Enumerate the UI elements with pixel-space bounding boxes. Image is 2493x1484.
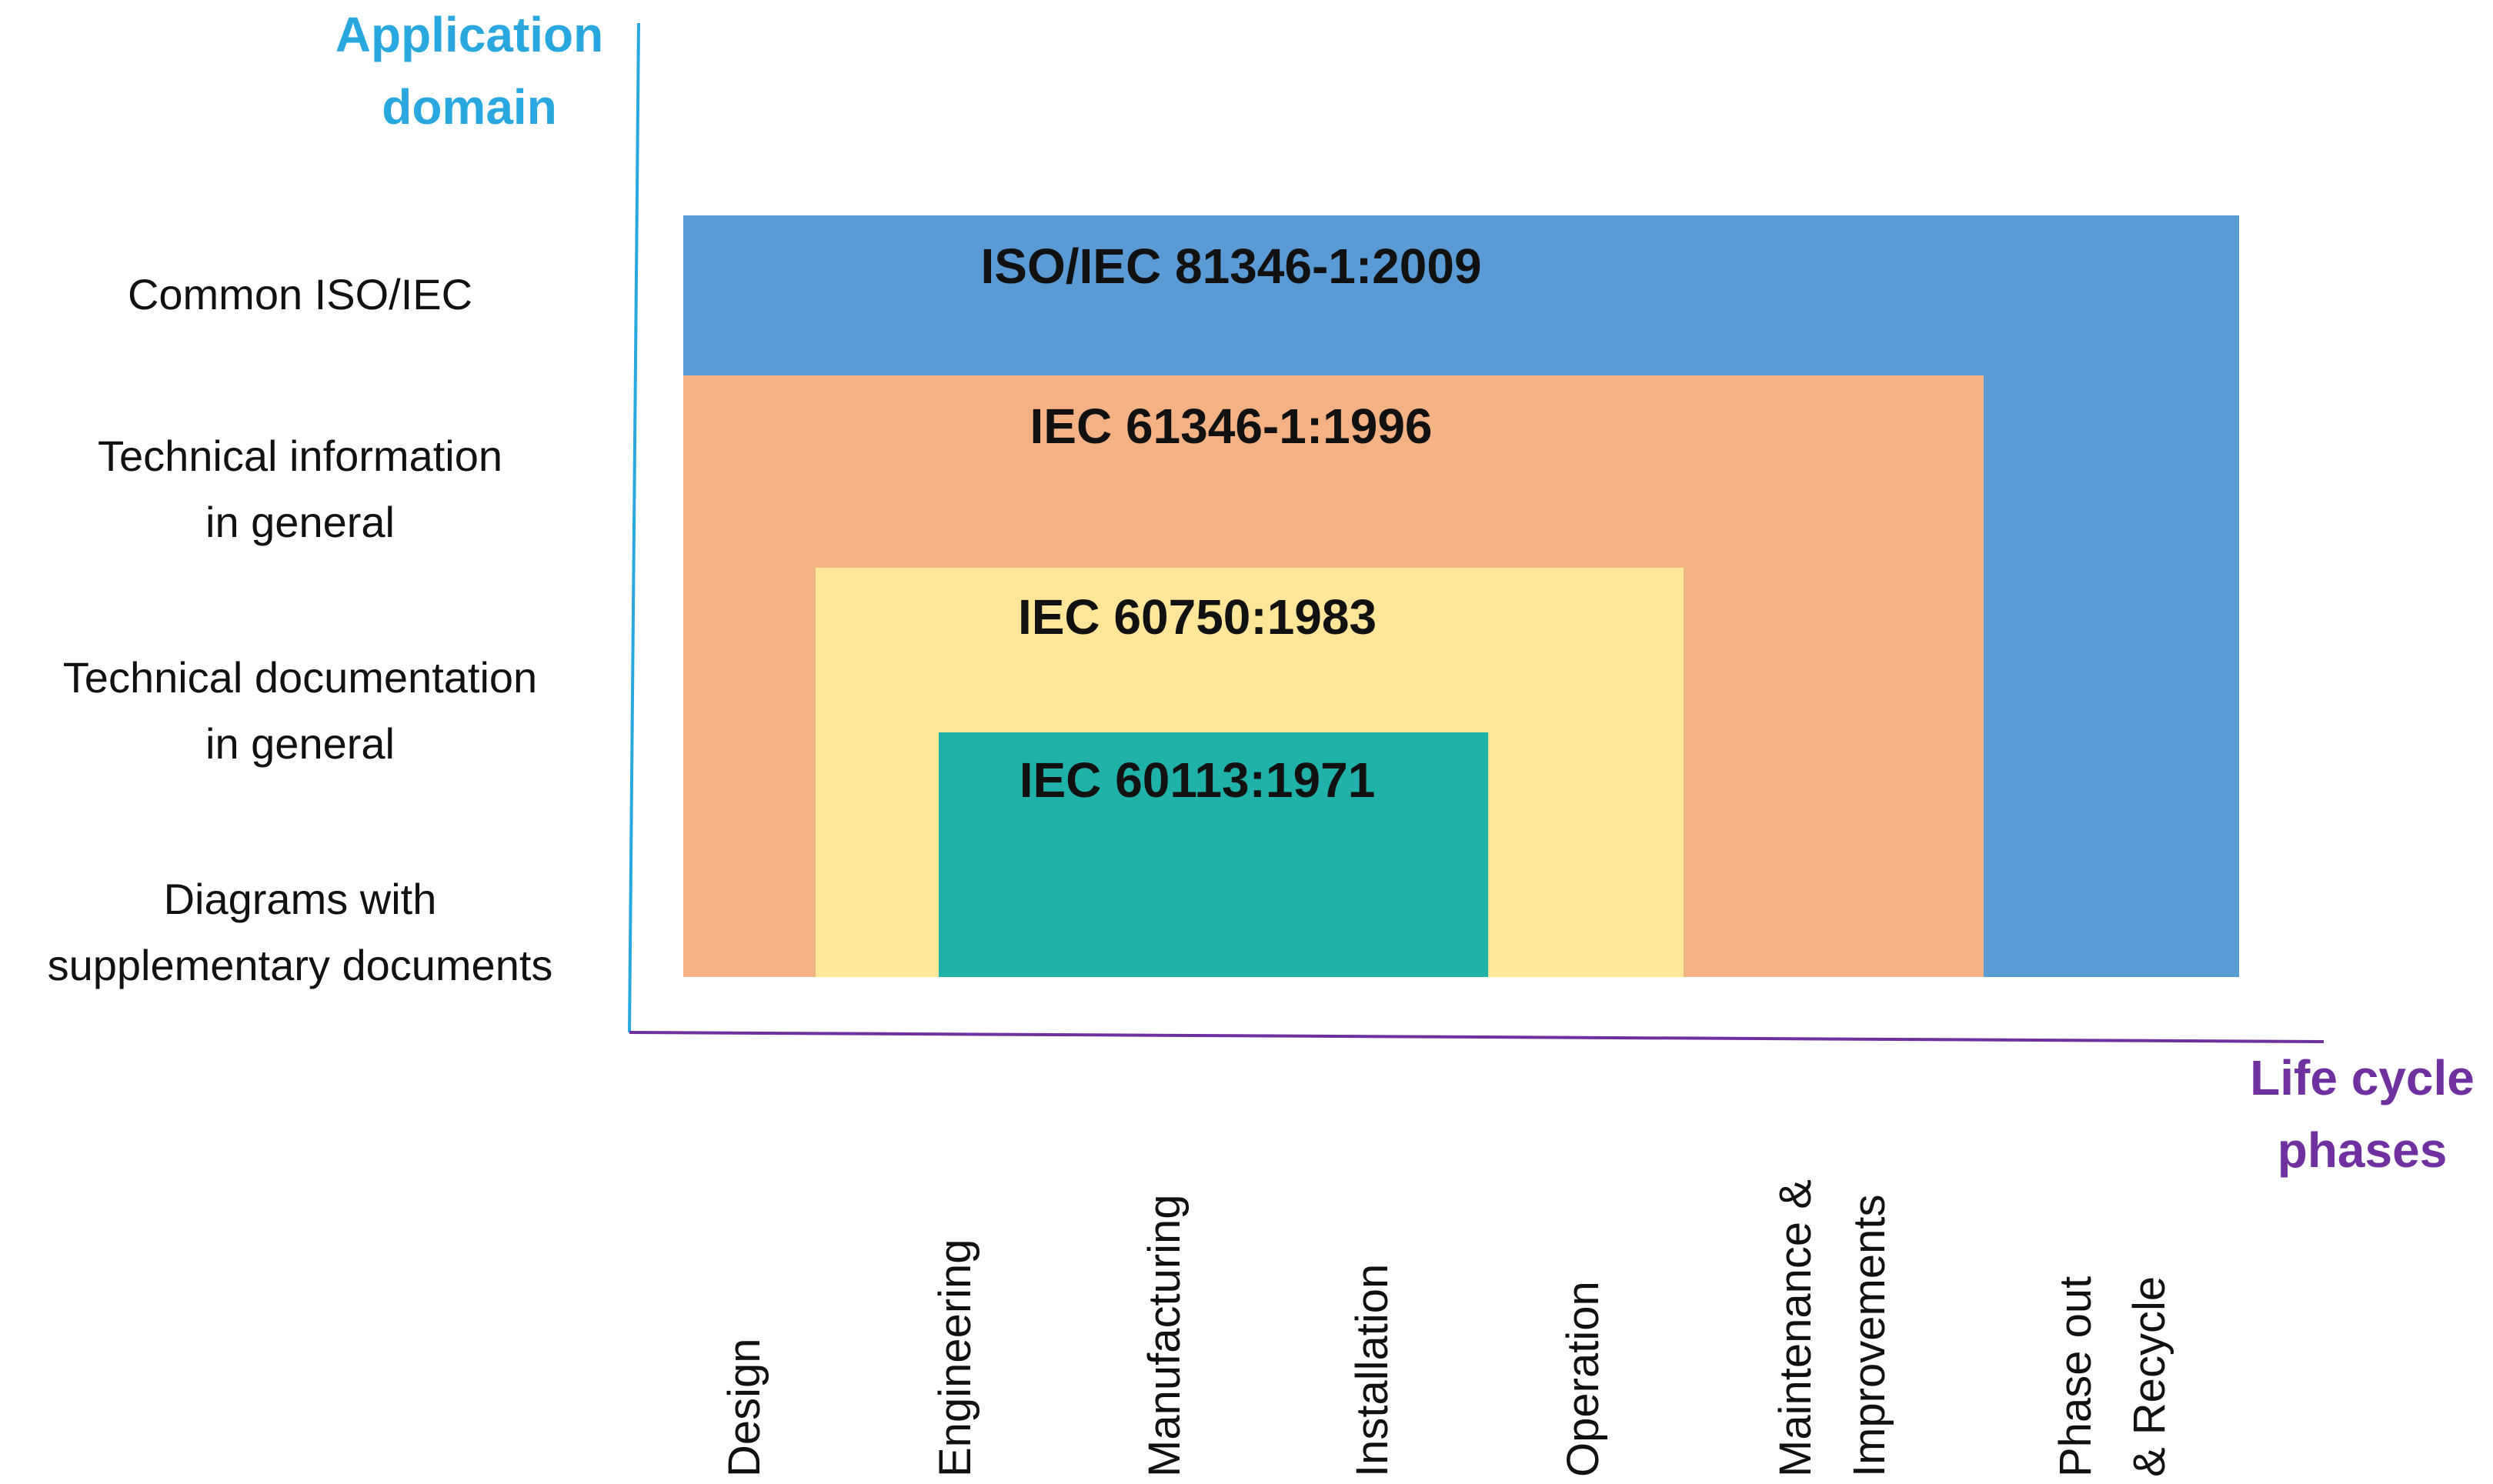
phase-label-phase-out: Phase out & Recycle bbox=[2051, 1276, 2174, 1477]
phase-installation: Installation bbox=[1296, 1100, 1450, 1477]
phase-phase-out: Phase out & Recycle bbox=[2036, 1100, 2190, 1477]
domain-label-diagrams: Diagrams with supplementary documents bbox=[47, 875, 553, 989]
y-axis-title: Application domain bbox=[335, 7, 604, 135]
phase-maintenance: Maintenance & Improvements bbox=[1756, 1100, 1910, 1477]
phase-label-manufacturing: Manufacturing bbox=[1140, 1194, 1190, 1477]
domain-label-common: Common ISO/IEC bbox=[127, 270, 473, 318]
standard-label-iso-iec-81346: ISO/IEC 81346-1:2009 bbox=[980, 238, 1482, 294]
phase-label-installation: Installation bbox=[1347, 1263, 1397, 1477]
standard-label-iec-60750: IEC 60750:1983 bbox=[1017, 589, 1377, 645]
phase-label-design: Design bbox=[719, 1338, 769, 1477]
phase-label-operation: Operation bbox=[1558, 1281, 1608, 1477]
phase-engineering: Engineering bbox=[879, 1100, 1033, 1477]
standard-label-iec-61346: IEC 61346-1:1996 bbox=[1030, 399, 1433, 454]
y-axis-line bbox=[628, 22, 640, 1033]
standard-box-iec-60113 bbox=[939, 732, 1488, 977]
x-axis-line bbox=[629, 1031, 2324, 1043]
phase-design: Design bbox=[668, 1100, 822, 1477]
domain-label-technical-information: Technical information in general bbox=[97, 432, 503, 546]
phase-label-maintenance: Maintenance & Improvements bbox=[1770, 1179, 1894, 1477]
standard-label-iec-60113: IEC 60113:1971 bbox=[1019, 752, 1376, 808]
x-axis-title: Life cycle phases bbox=[2250, 1050, 2475, 1178]
phase-manufacturing: Manufacturing bbox=[1088, 1100, 1242, 1477]
phase-operation: Operation bbox=[1507, 1100, 1660, 1477]
domain-label-technical-documentation: Technical documentation in general bbox=[62, 653, 538, 768]
phase-label-engineering: Engineering bbox=[930, 1239, 980, 1477]
